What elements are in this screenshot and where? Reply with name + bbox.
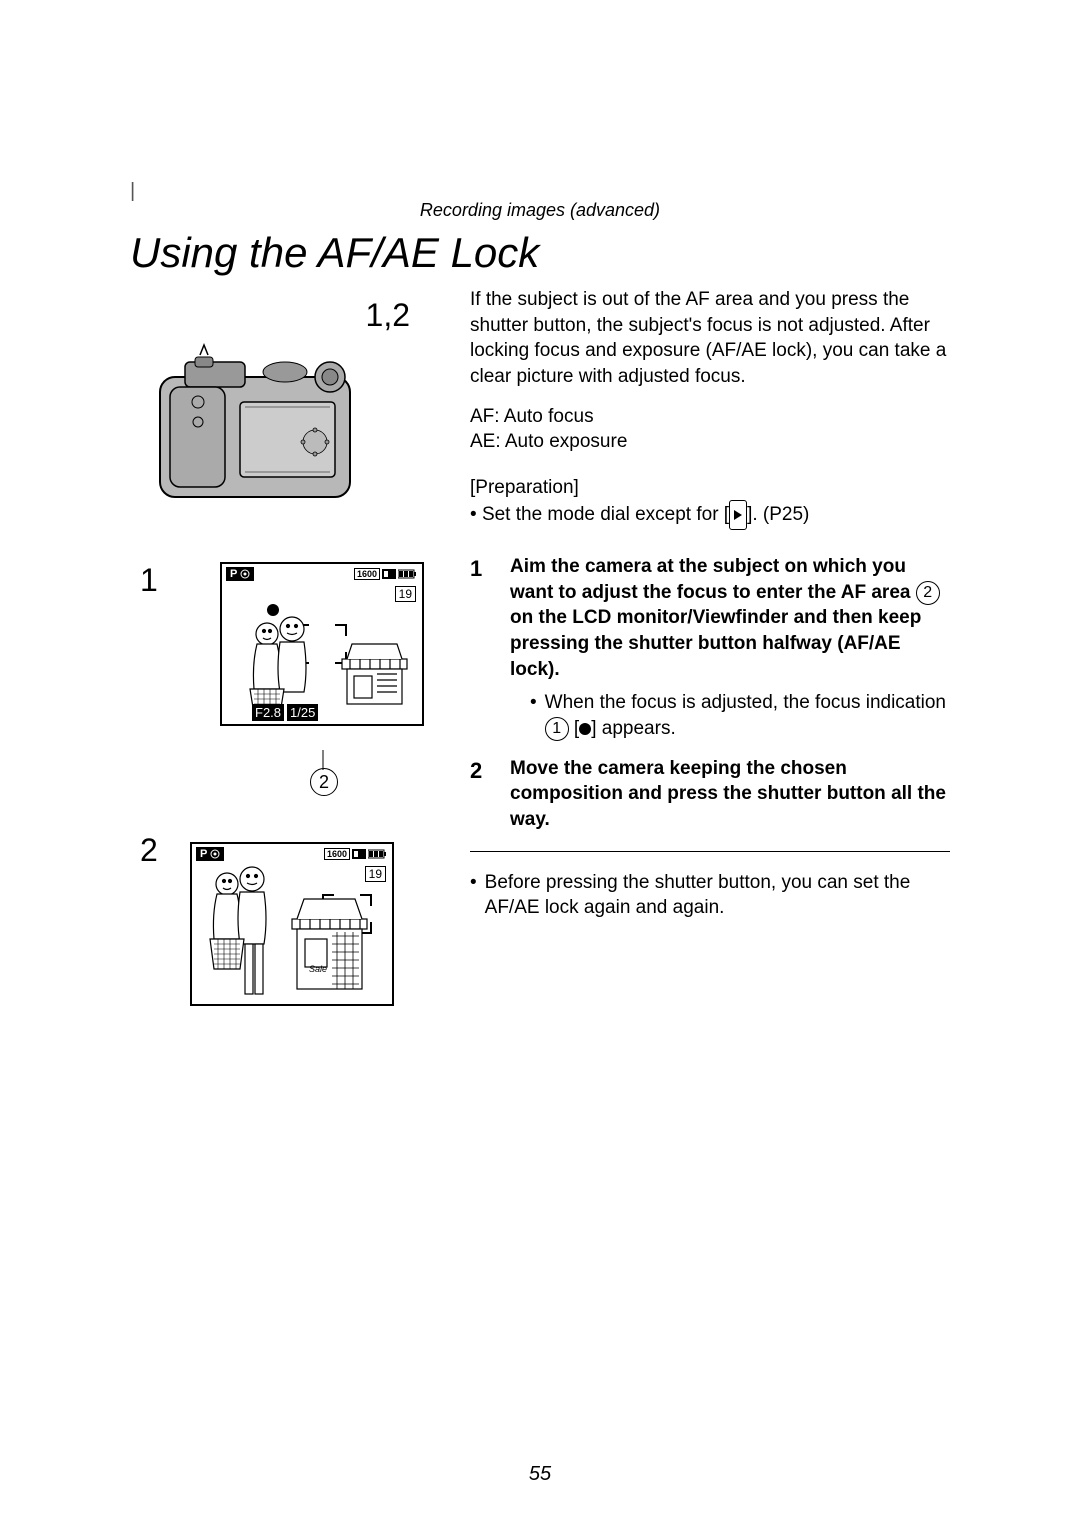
camera-step-label: 1,2 <box>366 297 410 334</box>
status-icons: 1600 <box>354 568 418 580</box>
mode-badge: P <box>226 567 254 581</box>
lcd-frame-2: P 1600 <box>190 842 394 1006</box>
af-definition: AF: Auto focus <box>470 404 950 430</box>
lcd-screen-1: 1 1 P 1600 <box>130 562 440 792</box>
camera-illustration: 1,2 <box>130 327 440 522</box>
battery-icon <box>398 569 418 579</box>
quality-icon-2 <box>352 849 366 859</box>
callout-2: 2 <box>310 768 338 796</box>
preparation-label: [Preparation] <box>470 475 950 501</box>
svg-text:Sale: Sale <box>309 964 327 974</box>
lcd-frame-1: P 1600 <box>220 562 424 726</box>
step2-text: Move the camera keeping the chosen compo… <box>510 756 950 833</box>
preparation-text: • Set the mode dial except for []. (P25) <box>470 500 950 530</box>
step1-text-a: Aim the camera at the subject on which y… <box>510 556 916 603</box>
playback-icon <box>729 500 747 530</box>
footnote: • Before pressing the shutter button, yo… <box>470 870 950 921</box>
mode-badge-2: P <box>196 847 224 861</box>
ae-definition: AE: Auto exposure <box>470 429 950 455</box>
focus-dot-icon <box>579 723 591 735</box>
scene-illustration-2: Sale <box>197 864 387 1002</box>
divider-line <box>470 851 950 852</box>
page-number: 55 <box>0 1463 1080 1486</box>
step-2: 2 Move the camera keeping the chosen com… <box>470 756 950 833</box>
redeye-icon <box>240 569 250 579</box>
text-cursor: | <box>130 180 135 203</box>
ref-circle-2: 2 <box>916 581 940 605</box>
step1-text-b: on the LCD monitor/Viewfinder and then k… <box>510 607 921 679</box>
quality-icon <box>382 569 396 579</box>
redeye-icon-2 <box>210 849 220 859</box>
step-1: 1 Aim the camera at the subject on which… <box>470 554 950 741</box>
section-header: Recording images (advanced) <box>130 200 950 221</box>
screen2-number: 2 <box>140 832 158 869</box>
callout-line-2 <box>318 750 338 770</box>
camera-svg <box>130 327 380 517</box>
status-icons-2: 1600 <box>324 848 388 860</box>
lcd-screen-2: 2 P 1600 <box>130 842 440 1006</box>
screen1-number: 1 <box>140 562 158 599</box>
exposure-readout: F2.81/25 <box>252 705 321 720</box>
text-column: If the subject is out of the AF area and… <box>470 287 950 1006</box>
battery-icon-2 <box>368 849 388 859</box>
page-title: Using the AF/AE Lock <box>130 229 950 277</box>
manual-page: | Recording images (advanced) Using the … <box>0 0 1080 1526</box>
ref-circle-1: 1 <box>545 717 569 741</box>
illustration-column: 1,2 <box>130 287 440 1006</box>
step1-note: • When the focus is adjusted, the focus … <box>530 690 950 741</box>
intro-text: If the subject is out of the AF area and… <box>470 287 950 390</box>
frame-count: 19 <box>395 586 416 602</box>
